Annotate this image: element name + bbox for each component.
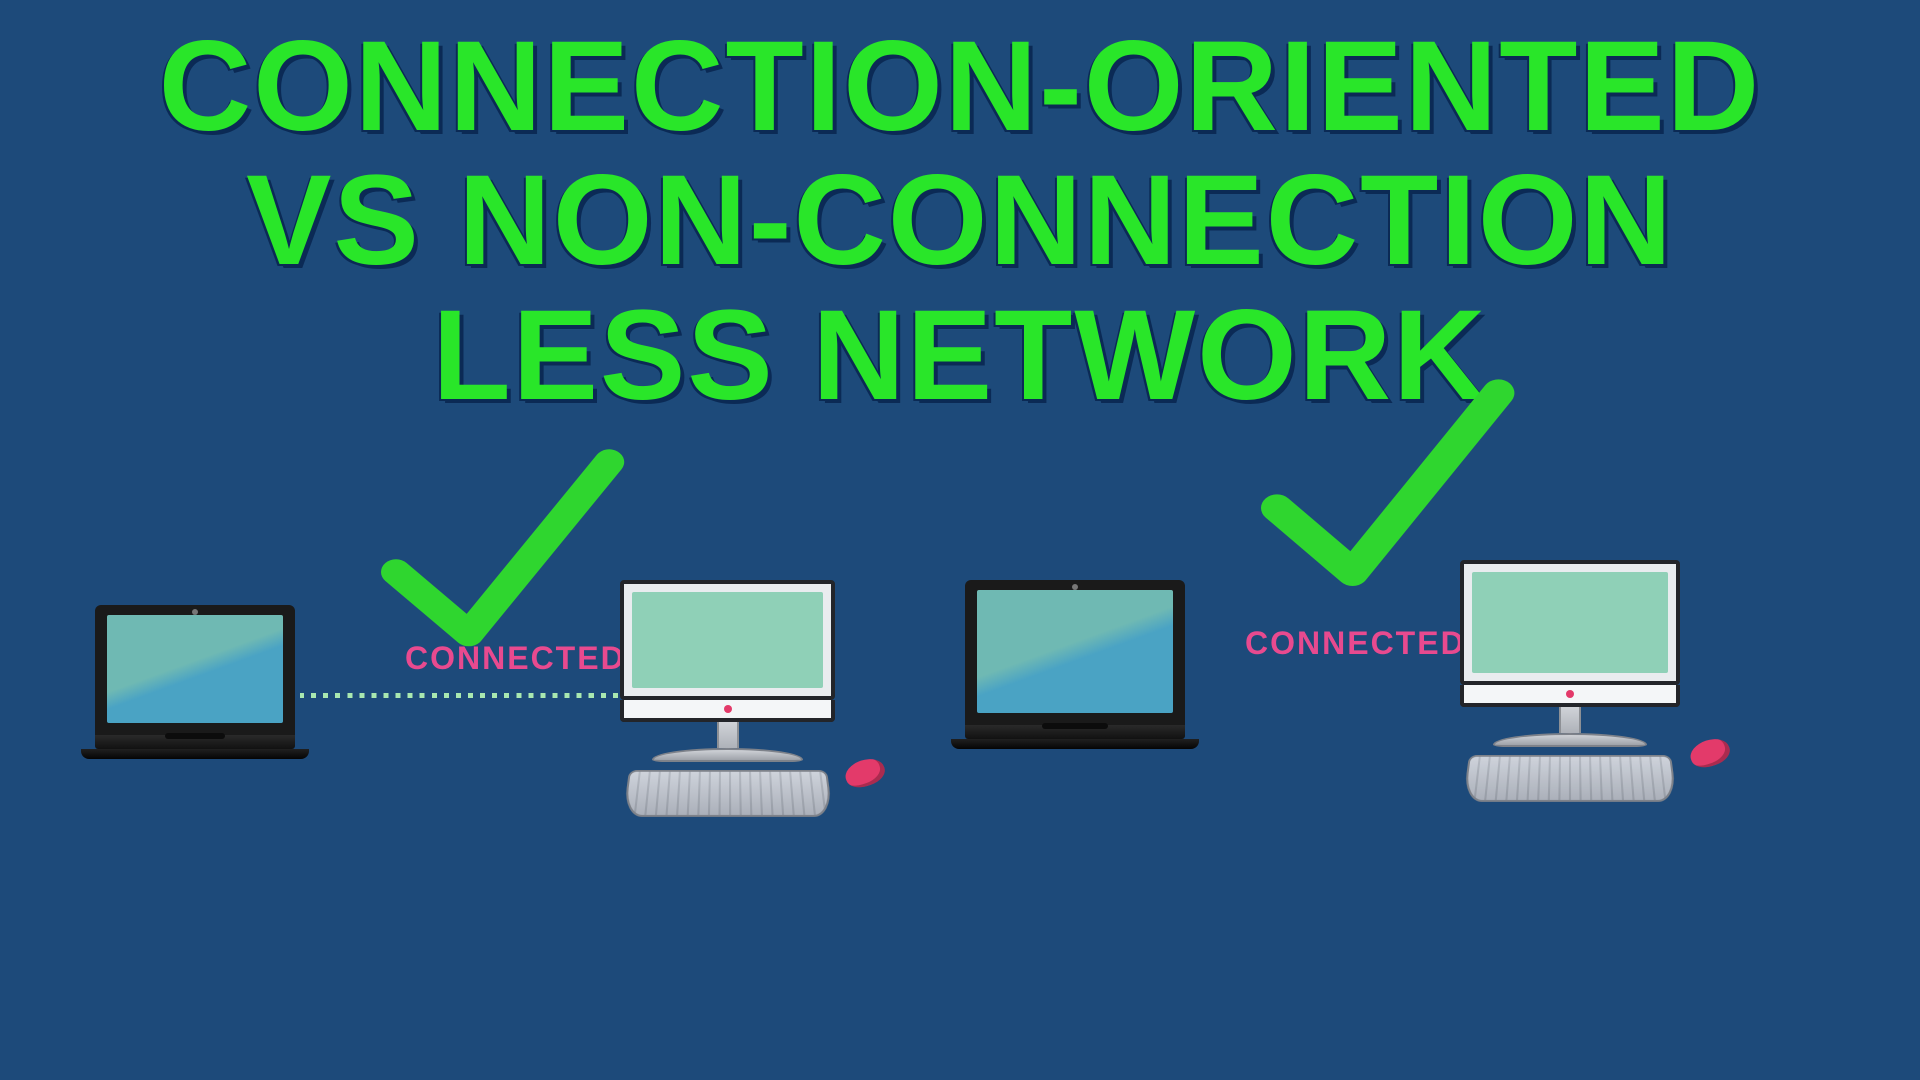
mouse-icon [842, 754, 888, 791]
checkmark-icon [370, 440, 630, 660]
desktop-device [620, 580, 835, 820]
mouse-icon [1687, 734, 1733, 771]
desktop-device [1460, 560, 1680, 805]
page-title: CONNECTION-ORIENTED VS NON-CONNECTION LE… [96, 20, 1824, 423]
laptop-device [965, 580, 1185, 749]
status-badge: CONNECTED [1245, 625, 1466, 662]
status-badge: CONNECTED [405, 640, 626, 677]
connection-line [300, 693, 635, 698]
laptop-device [95, 605, 295, 759]
